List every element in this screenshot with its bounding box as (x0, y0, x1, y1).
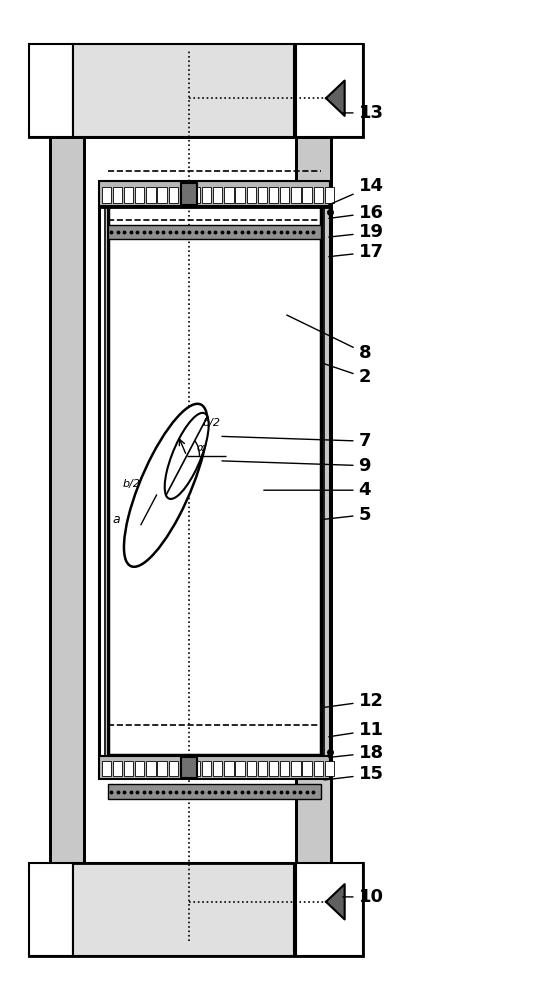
Bar (135, 761, 144, 776)
Bar (158, 187, 166, 203)
Bar (100, 181, 330, 206)
Bar (269, 187, 278, 203)
Bar (269, 761, 278, 776)
Text: 11: 11 (329, 721, 384, 739)
Bar (169, 761, 178, 776)
Text: 9: 9 (222, 457, 371, 475)
Bar (108, 784, 321, 799)
Text: 2: 2 (324, 364, 371, 386)
Text: 5: 5 (324, 506, 371, 524)
Bar (191, 761, 200, 776)
Bar (29, 863, 73, 956)
Bar (158, 761, 166, 776)
Bar (202, 187, 211, 203)
Bar (180, 761, 189, 776)
Text: $\alpha$: $\alpha$ (196, 443, 205, 453)
Bar (247, 761, 256, 776)
Bar (124, 187, 133, 203)
Text: 7: 7 (222, 432, 371, 450)
Text: b/2: b/2 (203, 418, 221, 428)
Bar (213, 761, 222, 776)
Bar (247, 187, 256, 203)
Bar (325, 187, 334, 203)
Bar (29, 44, 363, 137)
Bar (100, 756, 330, 779)
Text: 10: 10 (343, 888, 384, 906)
Bar (225, 187, 233, 203)
Bar (113, 187, 122, 203)
Text: b/2: b/2 (123, 479, 141, 489)
Bar (108, 225, 321, 239)
Bar (147, 187, 155, 203)
Text: 15: 15 (324, 765, 384, 783)
Bar (296, 137, 331, 863)
Text: 17: 17 (329, 243, 384, 261)
Bar (280, 761, 289, 776)
Bar (236, 761, 245, 776)
Ellipse shape (165, 413, 208, 499)
Bar (29, 863, 363, 956)
Bar (314, 187, 323, 203)
Bar (135, 187, 144, 203)
Polygon shape (326, 884, 345, 919)
Bar (147, 761, 155, 776)
Bar (236, 187, 245, 203)
Bar (314, 761, 323, 776)
Bar (258, 187, 267, 203)
Bar (296, 863, 363, 956)
Bar (213, 187, 222, 203)
Bar (291, 187, 300, 203)
Bar (325, 761, 334, 776)
Text: 13: 13 (343, 104, 384, 122)
Bar (169, 187, 178, 203)
Ellipse shape (124, 404, 207, 567)
Bar (291, 761, 300, 776)
Bar (29, 44, 73, 137)
Text: 12: 12 (324, 692, 384, 710)
Bar (102, 761, 111, 776)
Polygon shape (326, 81, 345, 116)
Text: 4: 4 (264, 481, 371, 499)
Bar (50, 137, 85, 863)
Bar (302, 761, 312, 776)
Text: 18: 18 (329, 744, 384, 762)
Bar (73, 44, 294, 137)
Bar (73, 863, 294, 956)
Bar (124, 761, 133, 776)
Bar (202, 761, 211, 776)
Bar (181, 183, 197, 205)
Bar (280, 187, 289, 203)
Bar (180, 187, 189, 203)
Text: 14: 14 (328, 177, 384, 205)
Text: 19: 19 (329, 223, 384, 241)
Text: 8: 8 (287, 315, 371, 362)
Bar (113, 761, 122, 776)
Bar (258, 761, 267, 776)
Bar (191, 187, 200, 203)
Bar (296, 44, 363, 137)
Bar (181, 757, 197, 778)
Text: a: a (112, 513, 120, 526)
Bar (108, 206, 321, 755)
Bar (102, 187, 111, 203)
Bar (225, 761, 233, 776)
Bar (302, 187, 312, 203)
Text: 16: 16 (329, 204, 384, 222)
